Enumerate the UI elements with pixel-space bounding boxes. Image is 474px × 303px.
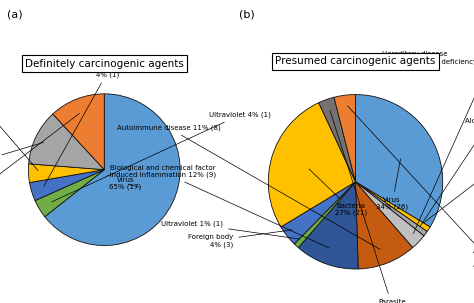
Wedge shape	[268, 103, 356, 227]
Text: Virus
34% (26): Virus 34% (26)	[376, 159, 408, 210]
Text: Virus
65% (17): Virus 65% (17)	[109, 177, 142, 190]
Text: Hereditary disease
(α-1-anti-trypsin deficiency and hereditary pancreatitis) 3% : Hereditary disease (α-1-anti-trypsin def…	[382, 51, 474, 233]
Wedge shape	[294, 182, 356, 248]
Title: Definitely carcinogenic agents: Definitely carcinogenic agents	[25, 58, 184, 68]
Text: Biological and chemical factor
-induced inflammation 12% (9): Biological and chemical factor -induced …	[107, 165, 329, 248]
Text: Endometriosis 1% (1): Endometriosis 1% (1)	[424, 148, 474, 223]
Text: Autoimmune disease 11% (8): Autoimmune disease 11% (8)	[117, 125, 380, 249]
Text: Bacteria
27% (21): Bacteria 27% (21)	[309, 169, 367, 216]
Wedge shape	[298, 182, 358, 269]
Wedge shape	[281, 182, 356, 244]
Wedge shape	[45, 94, 180, 245]
Text: (b): (b)	[239, 9, 255, 19]
Text: Foreign body
4% (1): Foreign body 4% (1)	[44, 64, 131, 186]
Text: (a): (a)	[7, 9, 23, 19]
Wedge shape	[29, 170, 104, 201]
Wedge shape	[53, 94, 104, 170]
Wedge shape	[35, 170, 104, 217]
Wedge shape	[356, 182, 424, 248]
Wedge shape	[334, 95, 356, 182]
Title: Presumed carcinogenic agents: Presumed carcinogenic agents	[275, 56, 436, 66]
Wedge shape	[356, 95, 443, 227]
Text: Parasite
12% (3): Parasite 12% (3)	[0, 142, 44, 167]
Text: Bacteria
4% (1): Bacteria 4% (1)	[0, 102, 38, 171]
Text: Foreign body
4% (3): Foreign body 4% (3)	[188, 230, 292, 248]
Wedge shape	[356, 182, 413, 269]
Text: Alcohol 1% (1): Alcohol 1% (1)	[420, 118, 474, 226]
Wedge shape	[356, 182, 430, 231]
Wedge shape	[28, 164, 104, 183]
Text: Airborne particles
12% (3): Airborne particles 12% (3)	[0, 113, 79, 207]
Text: Ultraviolet 4% (1): Ultraviolet 4% (1)	[52, 112, 271, 202]
Wedge shape	[356, 182, 427, 236]
Text: Ultraviolet 1% (1): Ultraviolet 1% (1)	[161, 220, 300, 239]
Text: Airborne
particles
4% (3): Airborne particles 4% (3)	[347, 106, 474, 269]
Wedge shape	[28, 114, 104, 170]
Wedge shape	[319, 97, 356, 182]
Text: Parasite
3% (2): Parasite 3% (2)	[330, 111, 406, 303]
